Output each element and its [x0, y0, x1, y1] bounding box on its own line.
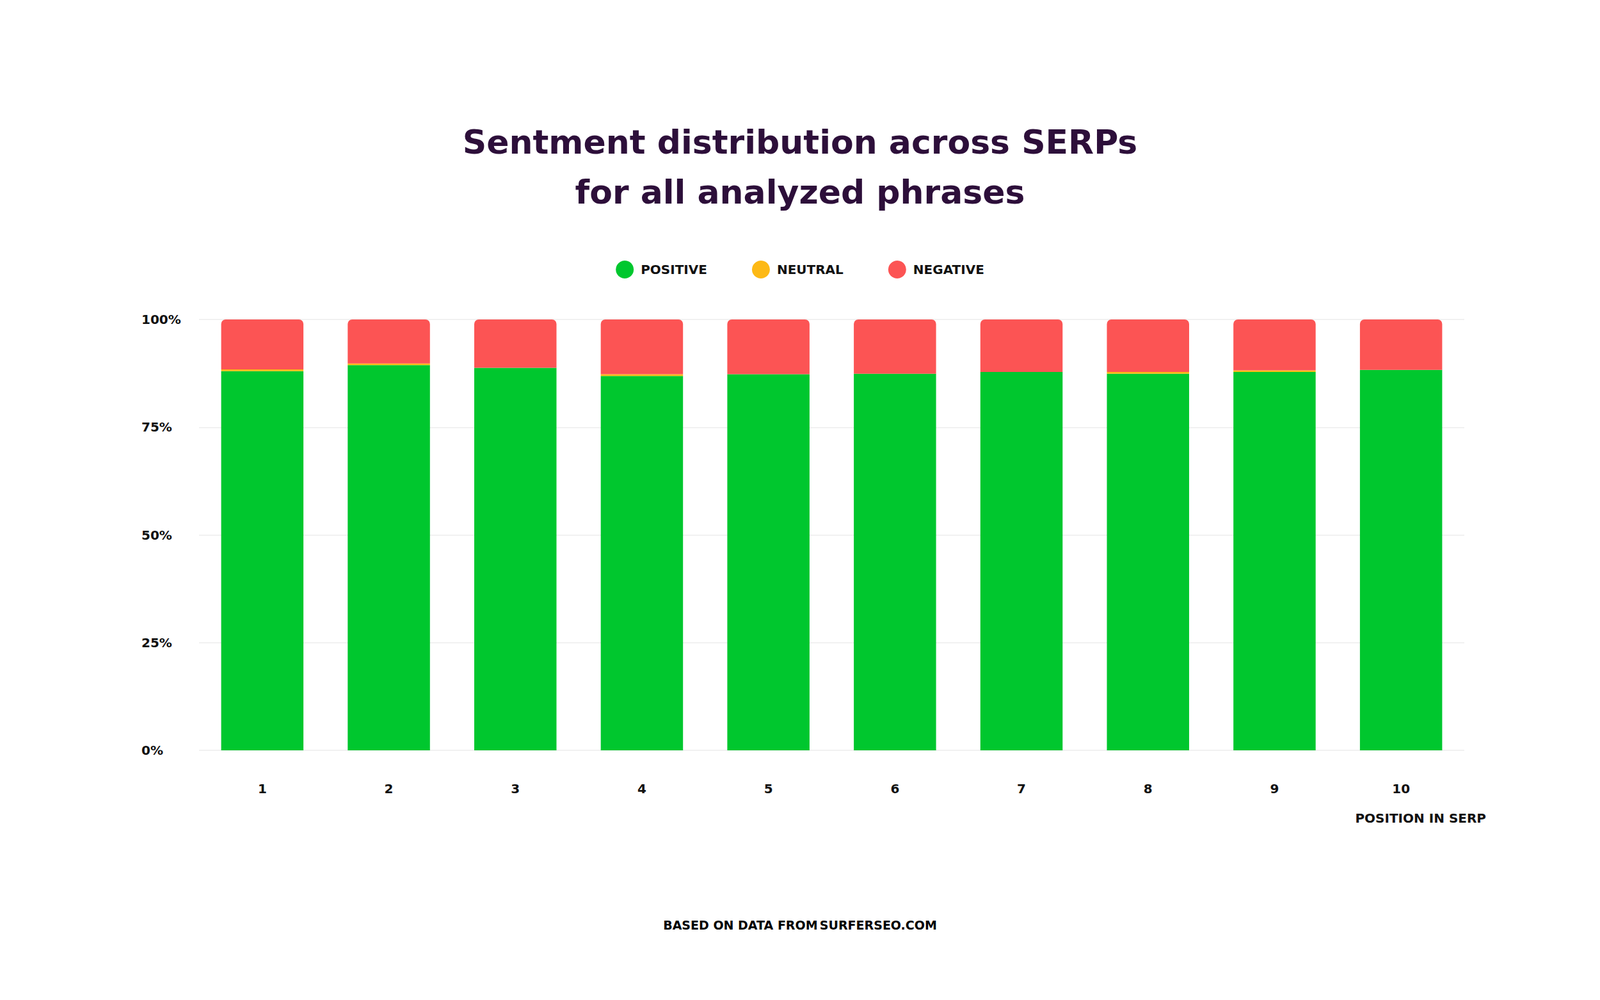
svg-text:75%: 75% — [141, 419, 173, 435]
svg-text:8: 8 — [1143, 780, 1153, 797]
svg-text:NEGATIVE: NEGATIVE — [913, 261, 985, 278]
svg-text:3: 3 — [510, 780, 520, 797]
svg-text:for all analyzed phrases: for all analyzed phrases — [575, 172, 1026, 212]
svg-text:25%: 25% — [141, 634, 173, 651]
svg-text:POSITIVE: POSITIVE — [640, 261, 708, 278]
svg-text:4: 4 — [637, 780, 647, 797]
svg-text:0%: 0% — [141, 742, 164, 758]
svg-text:SURFERSEO.COM: SURFERSEO.COM — [819, 917, 937, 932]
svg-text:10: 10 — [1392, 780, 1410, 797]
svg-text:50%: 50% — [141, 527, 173, 543]
svg-text:NEUTRAL: NEUTRAL — [776, 261, 844, 278]
svg-text:7: 7 — [1016, 780, 1026, 797]
svg-text:Sentment distribution across S: Sentment distribution across SERPs — [462, 122, 1138, 162]
svg-text:2: 2 — [384, 780, 394, 797]
svg-text:BASED ON DATA FROM: BASED ON DATA FROM — [663, 917, 818, 932]
svg-text:6: 6 — [890, 780, 900, 797]
svg-text:1: 1 — [257, 780, 267, 797]
svg-text:5: 5 — [764, 780, 774, 797]
svg-text:100%: 100% — [141, 311, 182, 328]
svg-text:9: 9 — [1269, 780, 1279, 797]
svg-text:POSITION IN SERP: POSITION IN SERP — [1354, 810, 1487, 826]
